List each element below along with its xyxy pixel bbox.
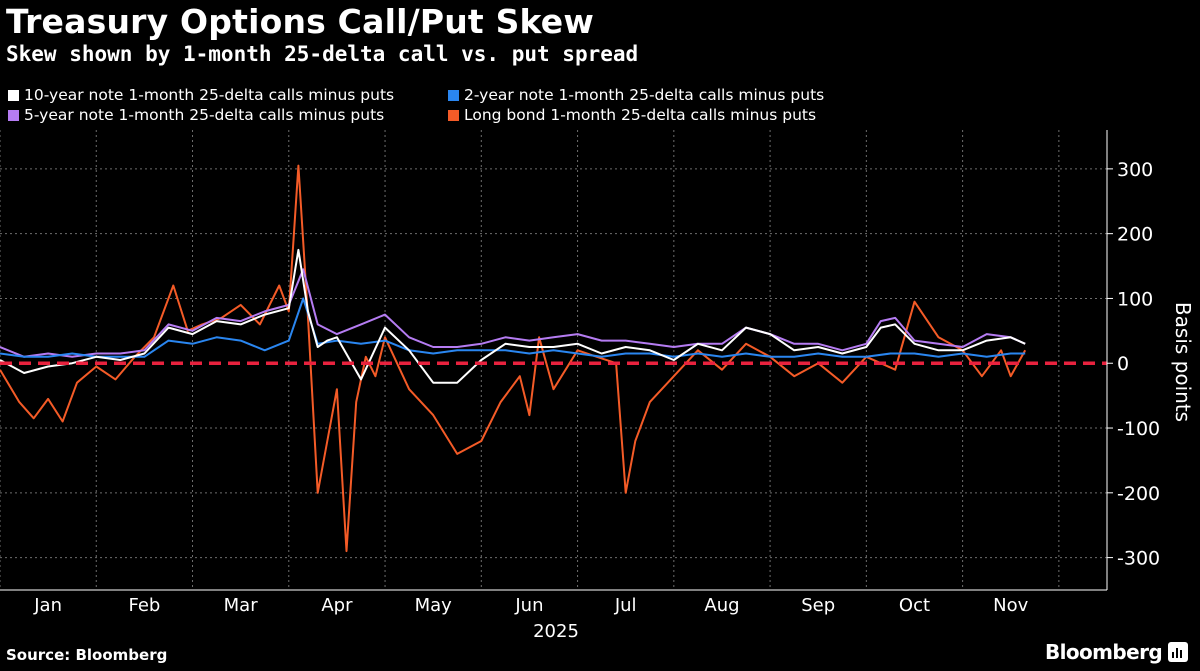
bloomberg-terminal-icon [1168,642,1189,662]
legend-label-5-year: 5-year note 1-month 25-delta calls minus… [24,106,385,124]
legend-swatch-long-bond [448,109,459,121]
x-tick-label: Oct [899,595,930,616]
x-tick-label: Sep [801,595,835,616]
x-tick-label: Mar [224,595,259,616]
legend-swatch-10-year [8,89,19,101]
x-tick-label: May [415,595,453,616]
legend-swatch-2-year [448,89,459,101]
y-tick-label: -200 [1117,483,1160,505]
x-tick-label: Feb [128,595,160,616]
series-line-five-year [0,268,1026,358]
x-tick-label: Apr [321,595,353,616]
x-tick-label: Jan [33,595,62,616]
grid-lines [0,130,1107,590]
y-tick-label: -300 [1117,548,1160,570]
bloomberg-logo: Bloomberg [1045,640,1189,664]
series-line-long-bond [0,164,1027,553]
y-tick-label: 0 [1117,353,1129,375]
legend-label-2-year: 2-year note 1-month 25-delta calls minus… [464,86,825,104]
legend-item-10-year: 10-year note 1-month 25-delta calls minu… [8,86,394,104]
y-tick-label: 300 [1117,159,1153,181]
chart-title: Treasury Options Call/Put Skew [6,2,595,41]
x-tick-label: Jun [514,595,543,616]
x-tick-label: Nov [993,595,1028,616]
y-tick-label: 200 [1117,224,1153,246]
source-note: Source: Bloomberg [6,646,168,664]
axes: 300 200 100 0 -100 -200 -300 Jan Feb Mar Apr May Jun… [0,130,1160,616]
x-axis-year-label: 2025 [533,621,579,642]
legend-item-5-year: 5-year note 1-month 25-delta calls minus… [8,106,384,124]
x-tick-label: Aug [704,595,739,616]
y-tick-label: -100 [1117,418,1160,440]
x-tick-label: Jul [614,595,637,616]
legend-item-long-bond: Long bond 1-month 25-delta calls minus p… [448,106,816,124]
chart-subtitle: Skew shown by 1-month 25-delta call vs. … [6,42,639,66]
y-tick-label: 100 [1117,288,1153,310]
legend-item-2-year: 2-year note 1-month 25-delta calls minus… [448,86,824,104]
y-axis-label: Basis points [1171,302,1195,422]
series-line-two-year [0,297,1026,358]
legend-swatch-5-year [8,109,19,121]
brand-wordmark: Bloomberg [1045,640,1163,664]
legend-label-long-bond: Long bond 1-month 25-delta calls minus p… [464,106,817,124]
legend-label-10-year: 10-year note 1-month 25-delta calls minu… [24,86,395,104]
series-line-ten-year [0,248,1026,384]
series-lines [0,164,1027,553]
